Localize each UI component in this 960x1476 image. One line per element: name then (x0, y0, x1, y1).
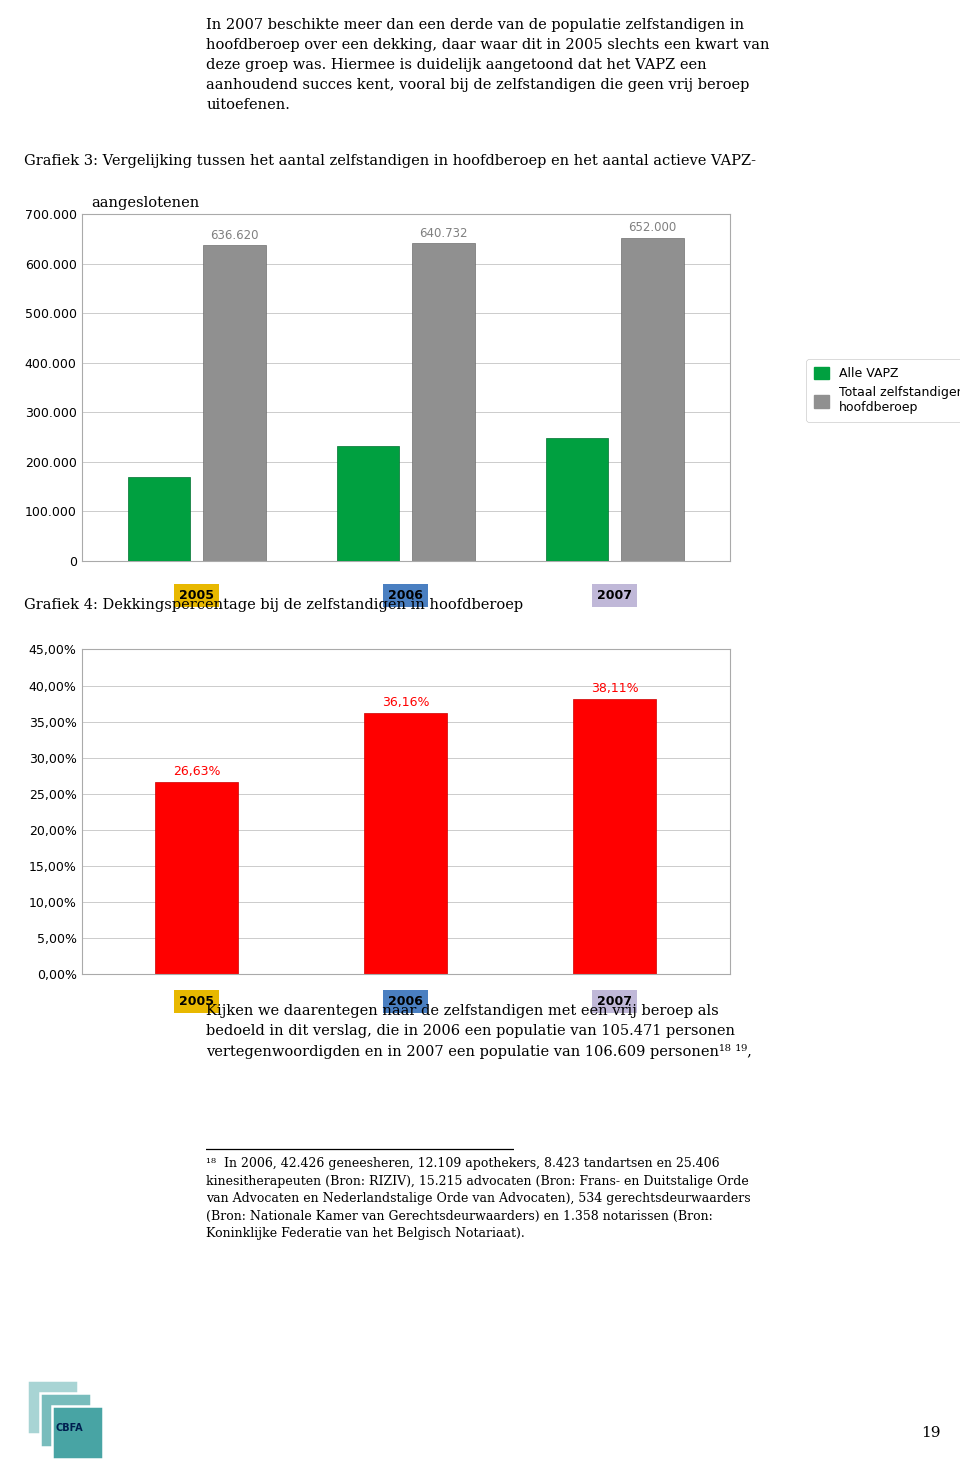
Text: Grafiek 4: Dekkingspercentage bij de zelfstandigen in hoofdberoep: Grafiek 4: Dekkingspercentage bij de zel… (24, 598, 523, 611)
Text: 2007: 2007 (597, 589, 632, 602)
Bar (337, 446, 399, 561)
Bar (412, 244, 474, 561)
Bar (52, 1405, 104, 1460)
Text: 19: 19 (922, 1426, 941, 1441)
Text: 248.461: 248.461 (572, 477, 582, 523)
Bar (573, 700, 657, 974)
Text: 26,63%: 26,63% (173, 765, 220, 778)
Text: CBFA: CBFA (56, 1423, 84, 1433)
Bar (545, 438, 609, 561)
Legend: Alle VAPZ, Totaal zelfstandigen - in
hoofdberoep: Alle VAPZ, Totaal zelfstandigen - in hoo… (806, 359, 960, 422)
Bar (203, 245, 266, 561)
Text: 231.704: 231.704 (363, 481, 373, 527)
Text: 2005: 2005 (180, 995, 214, 1008)
Text: ¹⁸  In 2006, 42.426 geneesheren, 12.109 apothekers, 8.423 tandartsen en 25.406
k: ¹⁸ In 2006, 42.426 geneesheren, 12.109 a… (206, 1157, 751, 1240)
Text: 38,11%: 38,11% (590, 682, 638, 695)
Bar (27, 1380, 78, 1433)
Text: 2007: 2007 (597, 995, 632, 1008)
Text: Grafiek 3: Vergelijking tussen het aantal zelfstandigen in hoofdberoep en het aa: Grafiek 3: Vergelijking tussen het aanta… (24, 154, 756, 167)
Text: aangeslotenen: aangeslotenen (91, 196, 200, 210)
Text: 169.502: 169.502 (154, 496, 164, 542)
Text: 2005: 2005 (180, 589, 214, 602)
Text: 36,16%: 36,16% (382, 695, 429, 708)
Bar (155, 782, 238, 974)
Bar (128, 477, 190, 561)
Text: 2006: 2006 (388, 995, 423, 1008)
Text: 652.000: 652.000 (628, 221, 677, 235)
Text: 640.732: 640.732 (419, 227, 468, 241)
Bar (364, 713, 447, 974)
Text: 636.620: 636.620 (210, 229, 258, 242)
Bar (621, 238, 684, 561)
Bar (39, 1393, 90, 1446)
Text: Kijken we daarentegen naar de zelfstandigen met een vrij beroep als
bedoeld in d: Kijken we daarentegen naar de zelfstandi… (206, 1004, 753, 1060)
Text: In 2007 beschikte meer dan een derde van de populatie zelfstandigen in
hoofdbero: In 2007 beschikte meer dan een derde van… (206, 18, 770, 112)
Text: 2006: 2006 (388, 589, 423, 602)
